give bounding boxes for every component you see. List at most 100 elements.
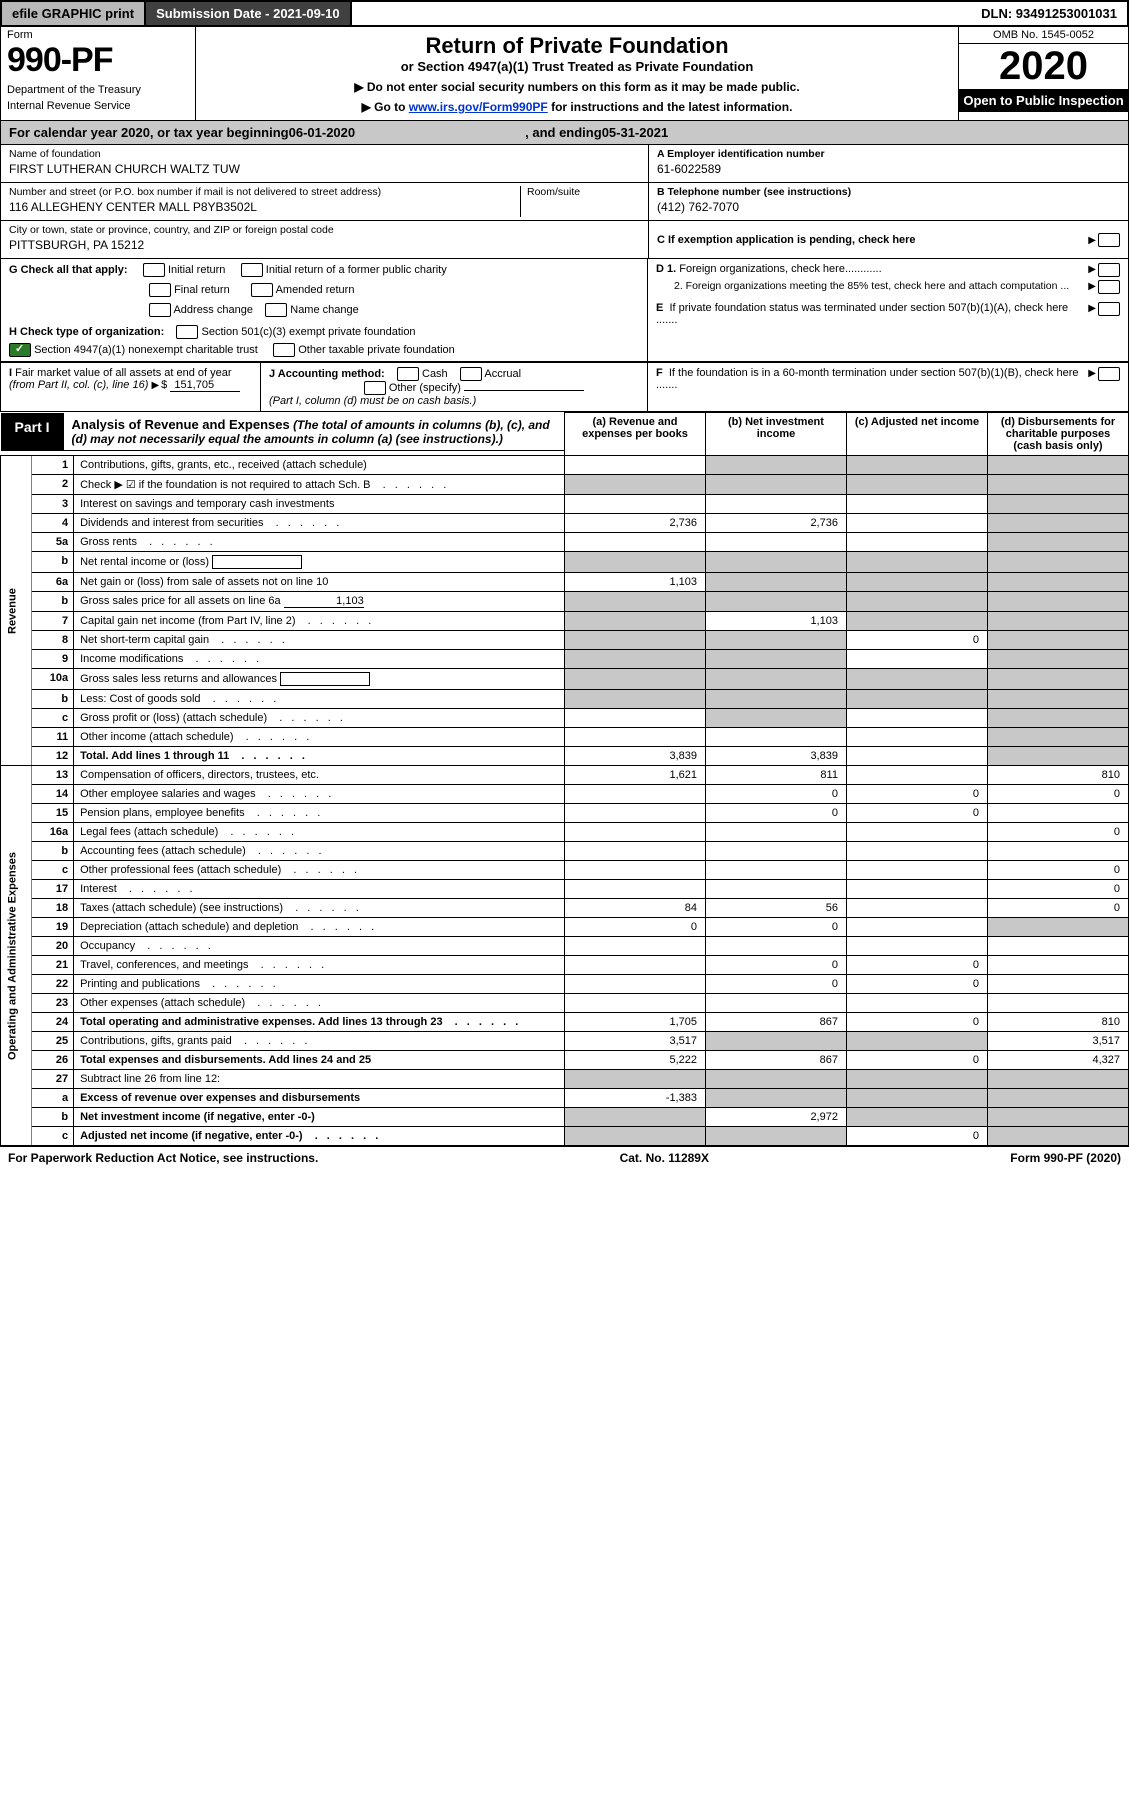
cal-begin: 06-01-2020 [289, 125, 356, 140]
cell-c [846, 514, 987, 533]
table-row: 21Travel, conferences, and meetings . . … [1, 956, 1129, 975]
address-row: Number and street (or P.O. box number if… [1, 183, 648, 221]
top-bar: efile GRAPHIC print Submission Date - 20… [0, 0, 1129, 27]
cell-a [565, 669, 706, 690]
table-row: 25Contributions, gifts, grants paid . . … [1, 1032, 1129, 1051]
j-cash-checkbox[interactable] [397, 367, 419, 381]
h-4947-checkbox[interactable] [9, 343, 31, 357]
ein-label: A Employer identification number [657, 148, 1120, 160]
line-number: 22 [32, 975, 74, 994]
cell-b [705, 842, 846, 861]
line-description: Gross rents . . . . . . [74, 533, 565, 552]
g-opt-3: Amended return [276, 284, 355, 296]
cell-b: 867 [705, 1013, 846, 1032]
cell-c: 0 [846, 975, 987, 994]
name-label: Name of foundation [9, 148, 640, 160]
cell-a [565, 785, 706, 804]
cell-b: 0 [705, 785, 846, 804]
cell-d [987, 592, 1128, 612]
dept-irs: Internal Revenue Service [7, 100, 189, 112]
cell-a [565, 937, 706, 956]
cell-a [565, 880, 706, 899]
cell-d [987, 612, 1128, 631]
cell-b [705, 592, 846, 612]
cell-c [846, 612, 987, 631]
cell-d [987, 937, 1128, 956]
ein-value: 61-6022589 [657, 162, 1120, 176]
line-number: 25 [32, 1032, 74, 1051]
e-checkbox[interactable] [1098, 302, 1120, 316]
g-initial-former-checkbox[interactable] [241, 263, 263, 277]
line-description: Legal fees (attach schedule) . . . . . . [74, 823, 565, 842]
cell-d [987, 650, 1128, 669]
cell-b: 811 [705, 766, 846, 785]
line-description: Other expenses (attach schedule) . . . .… [74, 994, 565, 1013]
cell-d: 810 [987, 1013, 1128, 1032]
d1-checkbox[interactable] [1098, 263, 1120, 277]
line-number: c [32, 1127, 74, 1146]
cell-b [705, 650, 846, 669]
cell-b: 2,736 [705, 514, 846, 533]
form-number: 990-PF [7, 41, 189, 80]
f-checkbox[interactable] [1098, 367, 1120, 381]
line-number: 16a [32, 823, 74, 842]
j-other-checkbox[interactable] [364, 381, 386, 395]
line-description: Accounting fees (attach schedule) . . . … [74, 842, 565, 861]
g-initial-return-checkbox[interactable] [143, 263, 165, 277]
line-number: 1 [32, 456, 74, 475]
h-501c3-checkbox[interactable] [176, 325, 198, 339]
tax-year: 2020 [959, 44, 1128, 89]
part1-table: Part I Analysis of Revenue and Expenses … [0, 412, 1129, 1146]
cell-a [565, 1070, 706, 1089]
table-row: bNet rental income or (loss) [1, 552, 1129, 573]
goto-instructions: ▶ Go to www.irs.gov/Form990PF for instru… [202, 100, 952, 114]
cell-c [846, 495, 987, 514]
irs-link[interactable]: www.irs.gov/Form990PF [409, 100, 548, 114]
h-other-checkbox[interactable] [273, 343, 295, 357]
i-block: I Fair market value of all assets at end… [1, 363, 261, 411]
cell-c [846, 766, 987, 785]
g-amended-checkbox[interactable] [251, 283, 273, 297]
form-subtitle: or Section 4947(a)(1) Trust Treated as P… [202, 59, 952, 74]
calendar-year-row: For calendar year 2020, or tax year begi… [0, 121, 1129, 145]
line-number: 26 [32, 1051, 74, 1070]
line-description: Other professional fees (attach schedule… [74, 861, 565, 880]
j-other-input[interactable] [464, 390, 584, 391]
form-header: Form 990-PF Department of the Treasury I… [0, 27, 1129, 121]
cell-a: 3,517 [565, 1032, 706, 1051]
cell-b [705, 994, 846, 1013]
cell-a [565, 1108, 706, 1127]
cell-a [565, 804, 706, 823]
c-checkbox[interactable] [1098, 233, 1120, 247]
cell-d [987, 1070, 1128, 1089]
cell-a [565, 690, 706, 709]
g-final-return-checkbox[interactable] [149, 283, 171, 297]
line-description: Contributions, gifts, grants, etc., rece… [74, 456, 565, 475]
cell-b: 867 [705, 1051, 846, 1070]
line-description: Total expenses and disbursements. Add li… [74, 1051, 565, 1070]
table-row: 4Dividends and interest from securities … [1, 514, 1129, 533]
table-row: 5aGross rents . . . . . . [1, 533, 1129, 552]
line-description: Printing and publications . . . . . . [74, 975, 565, 994]
col-c-header: (c) Adjusted net income [846, 413, 987, 456]
g-name-change-checkbox[interactable] [265, 303, 287, 317]
cell-b: 0 [705, 804, 846, 823]
g-address-change-checkbox[interactable] [149, 303, 171, 317]
cal-end: 05-31-2021 [602, 125, 669, 140]
efile-print-button[interactable]: efile GRAPHIC print [2, 2, 146, 25]
d2-checkbox[interactable] [1098, 280, 1120, 294]
cell-d [987, 533, 1128, 552]
cell-a [565, 842, 706, 861]
table-row: Revenue1Contributions, gifts, grants, et… [1, 456, 1129, 475]
table-row: 10aGross sales less returns and allowanc… [1, 669, 1129, 690]
expenses-side-label: Operating and Administrative Expenses [1, 766, 32, 1146]
cell-a [565, 475, 706, 495]
form-year-block: OMB No. 1545-0052 2020 Open to Public In… [958, 27, 1128, 120]
address: 116 ALLEGHENY CENTER MALL P8YB3502L [9, 200, 520, 214]
line-number: 7 [32, 612, 74, 631]
form-number-block: Form 990-PF Department of the Treasury I… [1, 27, 196, 120]
cell-a [565, 631, 706, 650]
city-row: City or town, state or province, country… [1, 221, 648, 259]
j-accrual-checkbox[interactable] [460, 367, 482, 381]
line-description: Occupancy . . . . . . [74, 937, 565, 956]
